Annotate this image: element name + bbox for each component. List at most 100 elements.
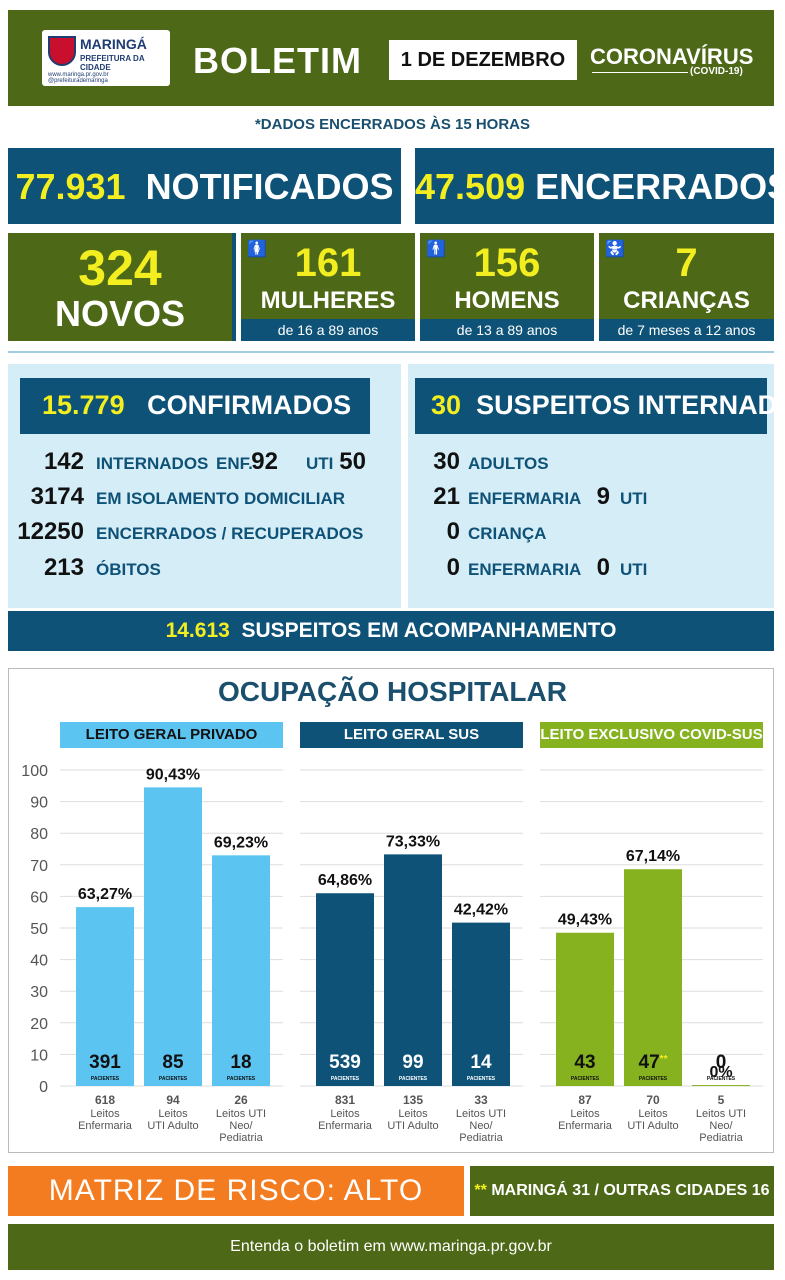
bar-percent-label: 63,27% [78,886,132,903]
encerrados-label: ENCERRADOS [535,166,785,207]
covid-label: (COVID-19) [690,66,743,77]
bar-percent-label: 69,23% [214,834,268,851]
bar-category-label: Leitos [90,1108,120,1120]
adultos-enf-value: 21 [433,483,460,510]
bar-percent-label: 0% [709,1064,732,1081]
bar-patients-value: 18 [230,1052,251,1073]
logo-site: www.maringa.pr.gov.br @prefeiturademarin… [48,72,109,84]
suspeitos-value: 30 [431,390,462,420]
criancas-ages: de 7 meses a 12 anos [599,319,774,341]
homens-label: HOMENS [454,287,560,314]
acompanhamento-bar: 14.613 SUSPEITOS EM ACOMPANHAMENTO [8,611,774,651]
adultos-value: 30 [433,448,460,475]
bar [624,869,682,1086]
obitos-value: 213 [43,554,84,581]
bar-percent-label: 67,14% [626,848,680,865]
acompanhamento-label: SUSPEITOS EM ACOMPANHAMENTO [241,619,617,642]
group-header-covid: LEITO EXCLUSIVO COVID-SUS [540,722,763,748]
bar-category-label: UTI Adulto [387,1120,438,1132]
bar-category-label: Leitos UTI [696,1108,746,1120]
crianca-uti-label: UTI [620,560,648,579]
mulheres-card: 🚺 161 MULHERES de 16 a 89 anos [241,233,415,341]
bar-patients-value: 539 [329,1052,361,1073]
logo-name: MARINGÁ [80,36,147,52]
maringa-outras-banner: ** MARINGÁ 31 / OUTRAS CIDADES 16 [470,1166,774,1216]
bar-beds-value: 135 [403,1093,423,1107]
uti-label: UTI [306,454,334,473]
bar [212,855,270,1086]
bar-beds-value: 26 [234,1093,248,1107]
bar-percent-label: 49,43% [558,912,612,929]
y-tick-label: 40 [30,953,48,970]
encerrados-card: 47.509 ENCERRADOS [415,148,785,224]
bar-beds-value: 5 [718,1093,725,1107]
bar-category-label: Leitos [638,1108,668,1120]
bar [316,893,374,1086]
bar [556,932,614,1086]
bar-patients-caption: PACIENTES [571,1076,600,1082]
bar-patients-caption: PACIENTES [467,1076,496,1082]
y-tick-label: 60 [30,889,48,906]
bar-beds-value: 87 [578,1093,592,1107]
baby-icon: 🚼 [605,241,625,258]
bar-category-label: Leitos [330,1108,360,1120]
bar-patients-caption: PACIENTES [91,1076,120,1082]
enf-label: ENF. [216,454,253,473]
footer-banner: Entenda o boletim em www.maringa.pr.gov.… [8,1224,774,1270]
suspeitos-label: SUSPEITOS INTERNADOS [476,390,785,420]
footnote-mark: ** [660,1054,668,1065]
mulheres-label: MULHERES [260,287,396,314]
bar-category-label: Leitos UTI [456,1108,506,1120]
bar-beds-value: 33 [474,1093,488,1107]
bar-percent-label: 90,43% [146,766,200,783]
chart-title: OCUPAÇÃO HOSPITALAR [218,676,567,707]
y-tick-label: 90 [30,795,48,812]
hospital-occupancy-chart: 100908070605040302010063,27%391PACIENTES… [21,763,763,1144]
bar-category-label: Enfermaria [558,1120,613,1132]
isolamento-label: EM ISOLAMENTO DOMICILIAR [96,489,346,508]
bar-category-label: Pediatria [699,1132,743,1144]
bar-patients-value: 99 [402,1052,423,1073]
confirmados-value: 15.779 [42,390,125,420]
bar-percent-label: 73,33% [386,833,440,850]
bar-category-label: Neo/ [709,1120,733,1132]
footnote-mark: ** [474,1182,487,1199]
mulheres-ages: de 16 a 89 anos [241,319,415,341]
crianca-value: 0 [446,518,460,545]
bar [692,1085,750,1087]
crianca-label: CRIANÇA [468,524,547,543]
enf-value: 92 [251,448,278,475]
adultos-enf-label: ENFERMARIA [468,489,582,508]
bar-category-label: Leitos [158,1108,188,1120]
y-tick-label: 0 [39,1079,48,1096]
suspeitos-header: 30 SUSPEITOS INTERNADOS [415,378,785,434]
bar-percent-label: 64,86% [318,872,372,889]
bar-percent-label: 42,42% [454,902,508,919]
bar-category-label: Enfermaria [78,1120,133,1132]
bar-patients-caption: PACIENTES [399,1076,428,1082]
bar [452,922,510,1086]
recuperados-value: 12250 [17,518,84,545]
bar-patients-value: 43 [574,1052,595,1073]
y-tick-label: 70 [30,858,48,875]
bar-category-label: Neo/ [229,1120,253,1132]
confirmados-label: CONFIRMADOS [147,390,352,420]
bar-category-label: Neo/ [469,1120,493,1132]
criancas-card: 🚼 7 CRIANÇAS de 7 meses a 12 anos [599,233,774,341]
uti-value: 50 [339,448,366,475]
bar-category-label: Enfermaria [318,1120,373,1132]
bar-category-label: Leitos UTI [216,1108,266,1120]
adultos-uti-value: 9 [596,483,610,510]
crest-icon [48,36,76,66]
group-header-privado: LEITO GERAL PRIVADO [60,722,283,748]
bar-beds-value: 94 [166,1093,180,1107]
bar [76,907,134,1086]
bar-patients-caption: PACIENTES [639,1076,668,1082]
homens-value: 156 [473,241,541,285]
bar-beds-value: 70 [646,1093,660,1107]
section-divider [8,351,774,353]
footer-link-text: Entenda o boletim em www.maringa.pr.gov.… [230,1238,552,1255]
risk-matrix-banner: MATRIZ DE RISCO: ALTO [8,1166,464,1216]
bar-category-label: UTI Adulto [627,1120,678,1132]
y-tick-label: 20 [30,1016,48,1033]
